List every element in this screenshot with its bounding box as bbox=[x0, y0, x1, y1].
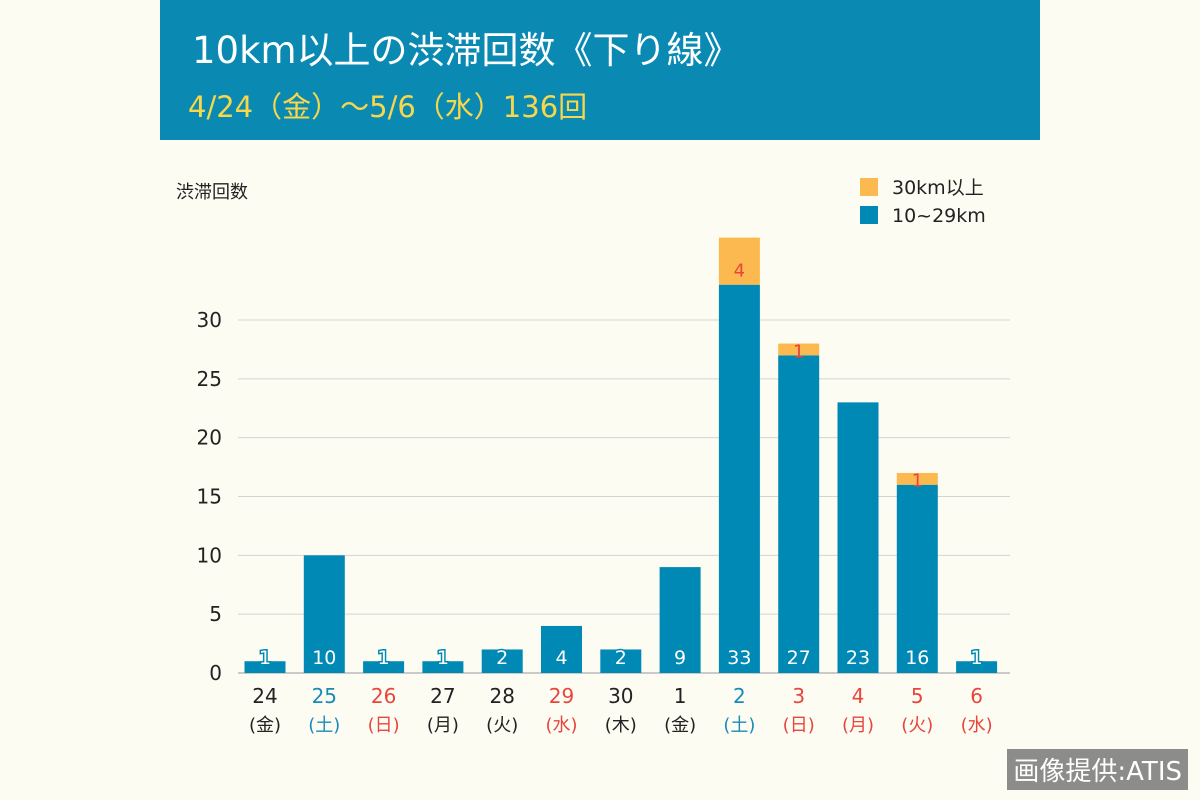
y-tick-label: 25 bbox=[197, 367, 222, 391]
chart-header: 10km以上の渋滞回数《下り線》 4/24（金）～5/6（水）136回 bbox=[160, 0, 1040, 140]
data-label-10-29km: 1 bbox=[437, 647, 449, 669]
y-tick-label: 10 bbox=[197, 543, 222, 567]
x-tick-label: 2 bbox=[733, 684, 746, 708]
data-label-10-29km: 1 bbox=[378, 647, 390, 669]
data-label-10-29km: 27 bbox=[787, 647, 811, 669]
legend-swatch bbox=[860, 206, 878, 224]
data-label-10-29km: 2 bbox=[496, 647, 508, 669]
bar-segment-30km-plus bbox=[896, 472, 938, 485]
data-label-10-29km: 1 bbox=[259, 647, 271, 669]
legend-swatch bbox=[860, 178, 878, 196]
data-label-30km-plus: 4 bbox=[734, 261, 745, 282]
x-tick-label: 5 bbox=[911, 684, 924, 708]
bar-segment-10-29km bbox=[303, 555, 345, 673]
x-tick-weekday: (水) bbox=[545, 715, 577, 736]
x-tick-weekday: (水) bbox=[961, 715, 993, 736]
bar-segment-10-29km bbox=[718, 284, 760, 673]
data-label-10-29km: 33 bbox=[727, 647, 751, 669]
x-tick-weekday: (日) bbox=[783, 715, 815, 736]
x-tick-weekday: (日) bbox=[368, 715, 400, 736]
bar-segment-10-29km bbox=[778, 355, 820, 673]
y-tick-label: 20 bbox=[197, 426, 222, 450]
bar-segment-30km-plus bbox=[718, 237, 760, 285]
data-label-10-29km: 23 bbox=[846, 647, 870, 669]
x-tick-weekday: (土) bbox=[308, 715, 340, 736]
bar-segment-10-29km bbox=[422, 661, 464, 673]
data-label-10-29km: 9 bbox=[674, 647, 686, 669]
data-label-10-29km: 10 bbox=[312, 647, 336, 669]
data-label-30km-plus: 1 bbox=[793, 341, 804, 362]
x-tick-weekday: (金) bbox=[249, 715, 281, 736]
x-tick-label: 3 bbox=[792, 684, 805, 708]
data-label-10-29km: 2 bbox=[615, 647, 627, 669]
x-tick-label: 30 bbox=[608, 684, 633, 708]
x-tick-label: 26 bbox=[371, 684, 396, 708]
x-tick-weekday: (火) bbox=[486, 715, 518, 736]
data-label-30km-plus: 1 bbox=[912, 471, 923, 492]
y-tick-label: 30 bbox=[197, 308, 222, 332]
data-label-10-29km: 4 bbox=[555, 647, 567, 669]
x-tick-label: 1 bbox=[674, 684, 687, 708]
bar-segment-10-29km bbox=[363, 661, 405, 673]
x-tick-weekday: (火) bbox=[901, 715, 933, 736]
bar-segment-10-29km bbox=[837, 402, 879, 673]
legend-label: 30km以上 bbox=[892, 177, 984, 199]
x-tick-label: 25 bbox=[312, 684, 337, 708]
image-credit: 画像提供:ATIS bbox=[1007, 749, 1188, 790]
legend-label: 10~29km bbox=[892, 205, 986, 227]
x-tick-weekday: (月) bbox=[427, 715, 459, 736]
y-axis-label: 渋滞回数 bbox=[176, 182, 248, 203]
bar-segment-10-29km bbox=[541, 625, 582, 673]
bar-segment-30km-plus bbox=[778, 343, 820, 356]
bar-segment-10-29km bbox=[896, 484, 938, 673]
x-tick-weekday: (木) bbox=[605, 715, 637, 736]
x-tick-label: 28 bbox=[489, 684, 514, 708]
x-tick-label: 29 bbox=[549, 684, 574, 708]
x-tick-weekday: (土) bbox=[723, 715, 755, 736]
x-tick-label: 27 bbox=[430, 684, 455, 708]
data-label-10-29km: 16 bbox=[905, 647, 929, 669]
bar-segment-10-29km bbox=[481, 649, 523, 673]
y-tick-label: 15 bbox=[197, 485, 222, 509]
chart-title: 10km以上の渋滞回数《下り線》 bbox=[192, 29, 741, 72]
bar-segment-10-29km bbox=[956, 661, 998, 673]
x-tick-weekday: (金) bbox=[664, 715, 696, 736]
bar-segment-10-29km bbox=[659, 567, 701, 673]
data-label-10-29km: 1 bbox=[971, 647, 983, 669]
x-tick-label: 6 bbox=[970, 684, 983, 708]
y-tick-label: 0 bbox=[209, 661, 222, 685]
x-tick-weekday: (月) bbox=[842, 715, 874, 736]
x-tick-label: 24 bbox=[252, 684, 277, 708]
y-tick-label: 5 bbox=[209, 602, 222, 626]
bar-segment-10-29km bbox=[244, 661, 286, 673]
bar-segment-10-29km bbox=[600, 649, 642, 673]
chart-subtitle: 4/24（金）～5/6（水）136回 bbox=[188, 90, 588, 124]
x-tick-label: 4 bbox=[852, 684, 865, 708]
